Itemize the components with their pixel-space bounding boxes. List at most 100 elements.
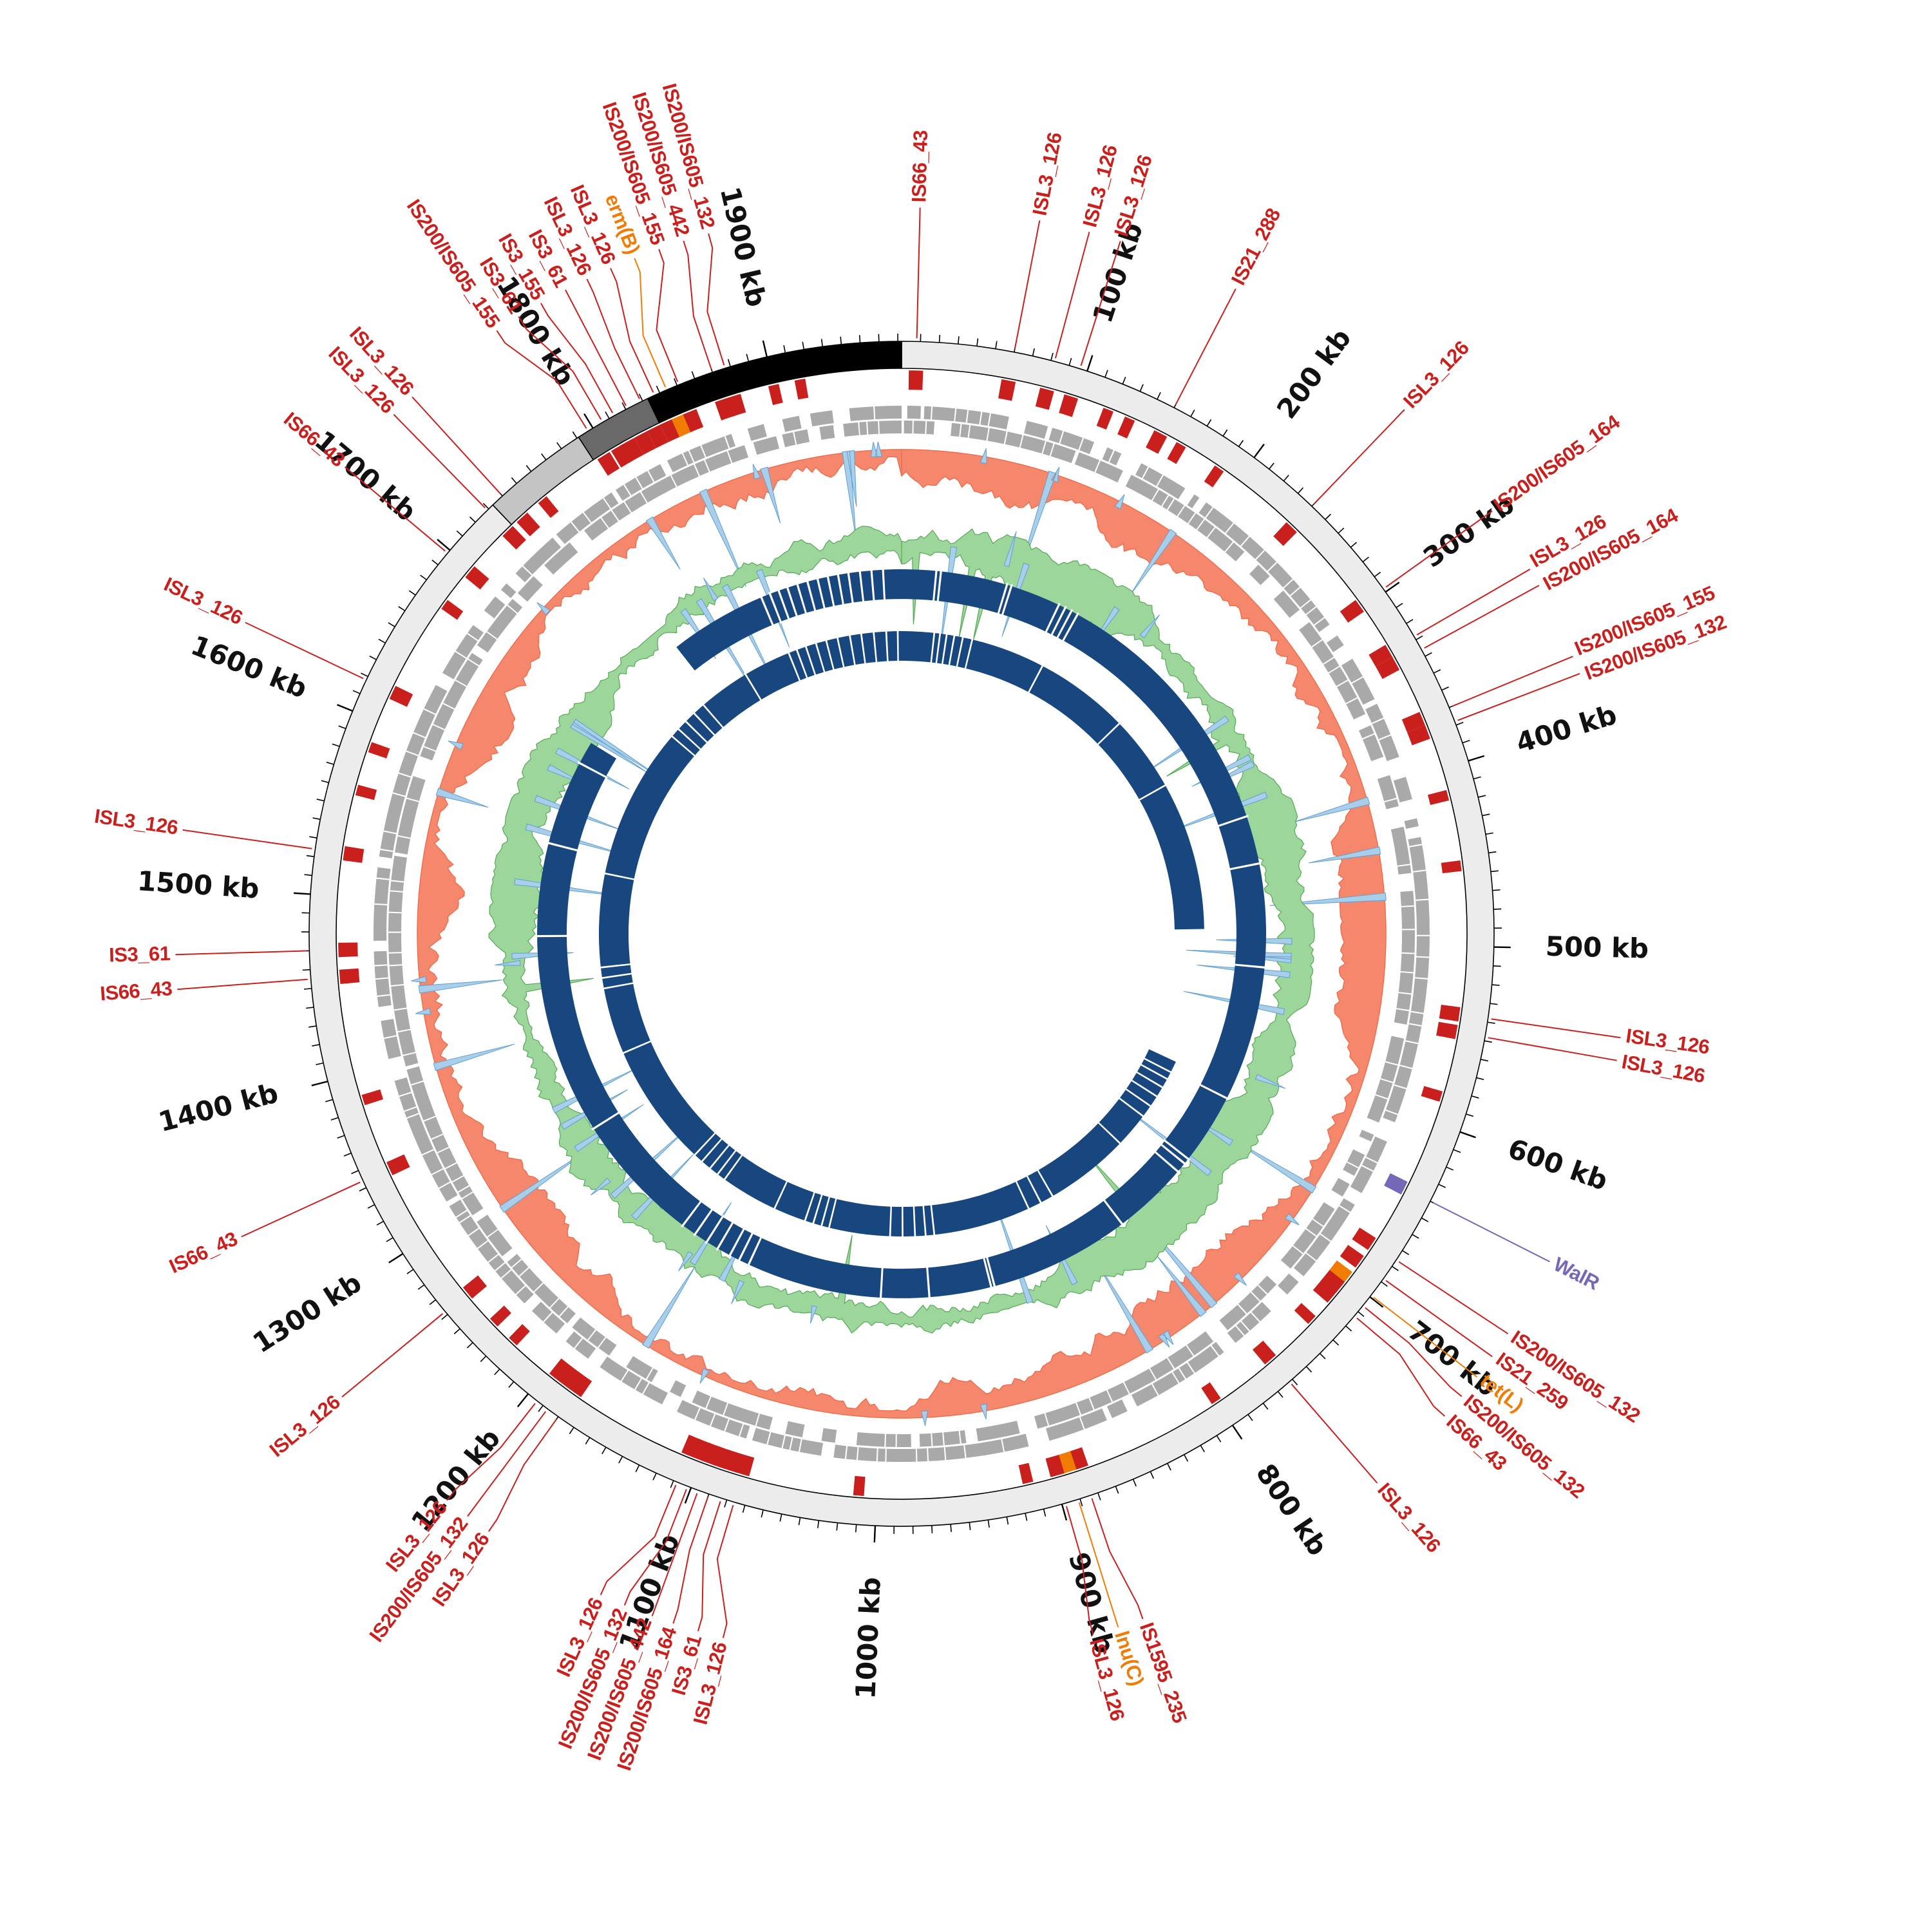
is-element-mark (794, 378, 809, 400)
cds-block-reverse (391, 985, 407, 1010)
alignment-ring-outer-slash-gap (926, 1265, 931, 1300)
gene-leader-line (623, 1489, 687, 1606)
cds-block-forward (1188, 1346, 1218, 1373)
is-element-mark (516, 512, 540, 536)
cds-block-reverse (455, 659, 479, 687)
alignment-ring-inner-slash-gap (598, 963, 632, 969)
alignment-ring-outer-slash-gap (715, 1220, 735, 1251)
is-element-mark (611, 444, 633, 468)
scale-tick-minor (618, 1456, 623, 1464)
alignment-ring-inner-slash-gap (896, 629, 899, 663)
cds-block-reverse (1188, 513, 1204, 529)
scale-tick-major (1493, 946, 1511, 949)
scale-tick-minor (1381, 1281, 1388, 1287)
scale-tick-minor (482, 503, 489, 509)
scale-tick-minor (1478, 795, 1486, 798)
scale-tick-minor (1297, 487, 1304, 494)
is-element-mark (1035, 387, 1054, 410)
scale-tick-minor (312, 817, 321, 820)
cds-block-forward (636, 471, 654, 489)
alignment-ring-inner-slash-gap (828, 1197, 838, 1230)
gene-leader-line (1080, 241, 1121, 366)
cds-block-reverse (671, 464, 699, 487)
alignment-ring-inner (598, 629, 1204, 1239)
scale-tick-minor (635, 1464, 640, 1472)
scale-tick-minor (378, 638, 386, 644)
scale-tick-minor (638, 393, 643, 401)
gene-label: IS21_288 (1227, 205, 1285, 289)
gene-leader-line (341, 1313, 444, 1397)
cds-block-reverse (397, 799, 419, 838)
cds-block-forward (394, 1077, 412, 1096)
is-element-mark (1368, 645, 1393, 667)
alignment-ring-outer-slash-gap (759, 595, 775, 627)
is-element-mark (502, 526, 526, 550)
is-element-mark (462, 1275, 487, 1299)
alignment-ring-outer-slash-gap (728, 1227, 746, 1258)
cds-block-reverse (913, 421, 926, 434)
cds-block-reverse (1381, 1062, 1398, 1082)
cds-block-reverse (1225, 542, 1245, 562)
alignment-ring-outer-slash-gap (847, 571, 854, 605)
alignment-ring-inner-slash-gap (860, 632, 866, 665)
alignment-ring-inner-slash-gap (601, 981, 636, 990)
cds-block-forward (1046, 1417, 1084, 1441)
cds-block-forward (468, 625, 484, 640)
alignment-ring-inner-slash-gap (744, 672, 762, 702)
scale-tick-minor (742, 1505, 746, 1513)
cds-block-reverse (1400, 953, 1415, 972)
alignment-ring-inner-slash-gap (930, 1203, 936, 1237)
cds-block-forward (377, 995, 392, 1007)
scale-tick-minor (408, 590, 416, 596)
scale-tick-minor (302, 969, 310, 971)
gene-leader-line (1078, 1502, 1119, 1627)
scale-tick-minor (367, 1204, 375, 1209)
alignment-ring-inner-slash-gap (922, 1204, 927, 1238)
cds-block-forward (1256, 551, 1276, 571)
alignment-ring-inner-slash-gap (787, 650, 801, 683)
cds-block-forward (1173, 1368, 1186, 1383)
scale-tick-minor (1222, 429, 1228, 437)
cds-block-reverse (856, 1432, 885, 1447)
is-element-mark (681, 1434, 702, 1458)
cds-block-forward (1362, 1157, 1378, 1171)
scale-tick-minor (1319, 1353, 1326, 1359)
scale-tick-major (336, 704, 353, 712)
cds-block-forward (424, 685, 448, 714)
scale-tick-minor (1421, 1217, 1429, 1222)
scale-tick-minor (376, 1220, 384, 1226)
scale-tick-minor (601, 1446, 607, 1455)
scale-tick-minor (674, 378, 678, 386)
cds-block-reverse (1045, 1403, 1081, 1426)
gene-leader-line (1356, 1317, 1446, 1417)
cds-block-forward (393, 773, 411, 796)
scale-tick-minor (1487, 1021, 1495, 1024)
alignment-ring-inner-slash-gap (902, 1205, 904, 1239)
scale-tick-minor (1402, 1250, 1410, 1255)
scale-tick-minor (343, 1152, 352, 1157)
cds-block-reverse (1107, 1382, 1129, 1402)
alignment-ring-outer (535, 567, 1267, 1300)
scale-tick-minor (361, 672, 368, 677)
is-element-mark (343, 846, 365, 863)
cds-block-forward (916, 1448, 928, 1462)
cds-block-forward (955, 408, 968, 423)
cds-block-forward (1379, 735, 1399, 761)
cds-block-reverse (458, 1186, 473, 1198)
cds-block-forward (1206, 507, 1233, 533)
scale-tick-major (1468, 755, 1485, 762)
gene-leader-line (716, 1504, 734, 1638)
cds-block-reverse (388, 891, 403, 913)
scale-tick-label: 600 kb (1504, 1132, 1611, 1197)
alignment-ring-inner-slash-gap (708, 1143, 731, 1171)
scale-tick-minor (1455, 721, 1464, 726)
is-element-mark (386, 1154, 410, 1175)
cds-block-forward (624, 477, 642, 495)
scale-tick-minor (1441, 687, 1449, 691)
gene-leader-line (344, 466, 446, 552)
cds-block-forward (406, 733, 425, 755)
cds-block-reverse (1376, 1079, 1393, 1099)
alignment-ring-outer-slash-gap (535, 934, 569, 938)
cds-block-reverse (431, 1135, 449, 1153)
cds-block-reverse (1306, 1219, 1323, 1236)
